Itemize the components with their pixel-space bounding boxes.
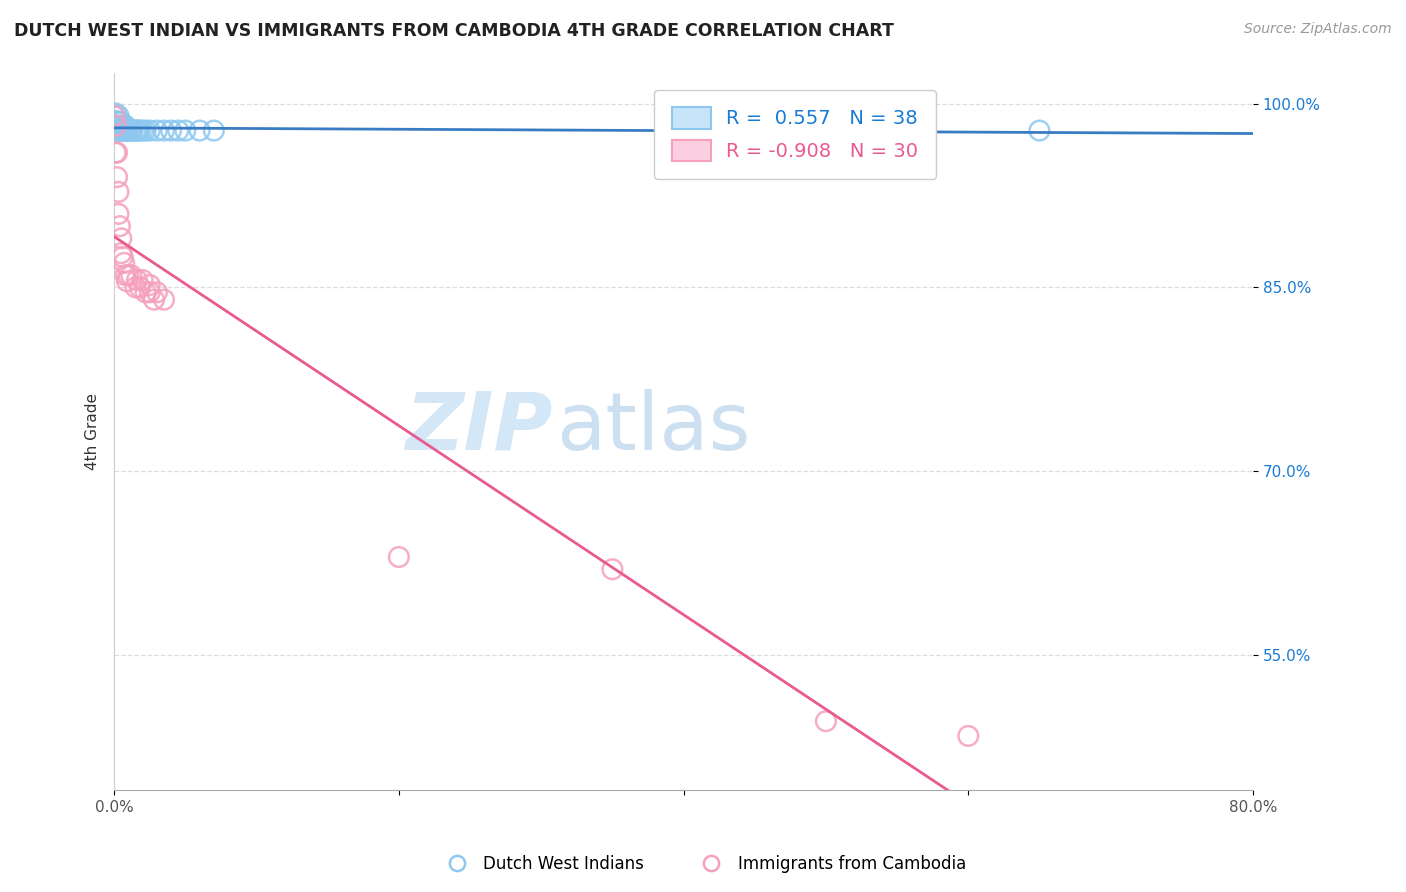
Point (111, 119, 134, 133)
Point (103, 109, 125, 123)
Point (1028, 123, 1050, 137)
Point (117, 268, 139, 282)
Point (131, 273, 153, 287)
Point (134, 285, 156, 300)
Point (107, 185, 129, 199)
Point (160, 123, 183, 137)
Point (108, 119, 131, 133)
Point (121, 123, 143, 137)
Point (188, 123, 211, 137)
Point (114, 119, 136, 133)
Point (112, 123, 135, 137)
Point (146, 285, 169, 300)
Point (105, 123, 128, 137)
Text: ZIP: ZIP (405, 389, 553, 467)
Point (114, 123, 136, 137)
Point (146, 123, 169, 137)
Point (111, 123, 134, 137)
Point (104, 113, 127, 128)
Point (117, 123, 139, 137)
Point (104, 121, 127, 136)
Point (143, 293, 166, 307)
Point (115, 274, 138, 288)
Point (153, 123, 176, 137)
Point (104, 119, 127, 133)
Point (202, 123, 225, 137)
Text: atlas: atlas (555, 389, 751, 467)
Point (124, 123, 146, 137)
Text: DUTCH WEST INDIAN VS IMMIGRANTS FROM CAMBODIA 4TH GRADE CORRELATION CHART: DUTCH WEST INDIAN VS IMMIGRANTS FROM CAM… (14, 22, 894, 40)
Point (112, 256, 135, 270)
Point (107, 123, 129, 137)
Point (128, 123, 150, 137)
Point (388, 549, 411, 564)
Point (118, 123, 141, 137)
Point (139, 123, 162, 137)
Point (111, 250, 134, 264)
Point (139, 277, 162, 292)
Legend: R =  0.557   N = 38, R = -0.908   N = 30: R = 0.557 N = 38, R = -0.908 N = 30 (654, 90, 936, 179)
Point (104, 106, 127, 120)
Point (107, 115, 129, 129)
Legend: Dutch West Indians, Immigrants from Cambodia: Dutch West Indians, Immigrants from Camb… (433, 848, 973, 880)
Point (115, 123, 138, 137)
Point (814, 714, 837, 729)
Point (127, 123, 149, 137)
Point (114, 268, 136, 282)
Point (107, 207, 129, 221)
Point (124, 280, 146, 294)
Point (125, 123, 148, 137)
Point (105, 145, 128, 160)
Point (125, 273, 148, 287)
Point (110, 123, 132, 137)
Point (107, 109, 129, 123)
Point (110, 231, 132, 245)
Point (167, 123, 190, 137)
Y-axis label: 4th Grade: 4th Grade (86, 392, 100, 470)
Point (139, 285, 162, 300)
Text: Source: ZipAtlas.com: Source: ZipAtlas.com (1244, 22, 1392, 37)
Point (174, 123, 197, 137)
Point (108, 219, 131, 234)
Point (103, 109, 125, 123)
Point (105, 119, 128, 133)
Point (602, 562, 624, 576)
Point (134, 123, 156, 137)
Point (120, 123, 142, 137)
Point (957, 729, 980, 743)
Point (120, 268, 142, 282)
Point (104, 145, 127, 160)
Point (110, 115, 132, 129)
Point (105, 170, 128, 185)
Point (128, 280, 150, 294)
Point (131, 123, 153, 137)
Point (108, 123, 131, 137)
Point (153, 293, 176, 307)
Point (110, 246, 132, 260)
